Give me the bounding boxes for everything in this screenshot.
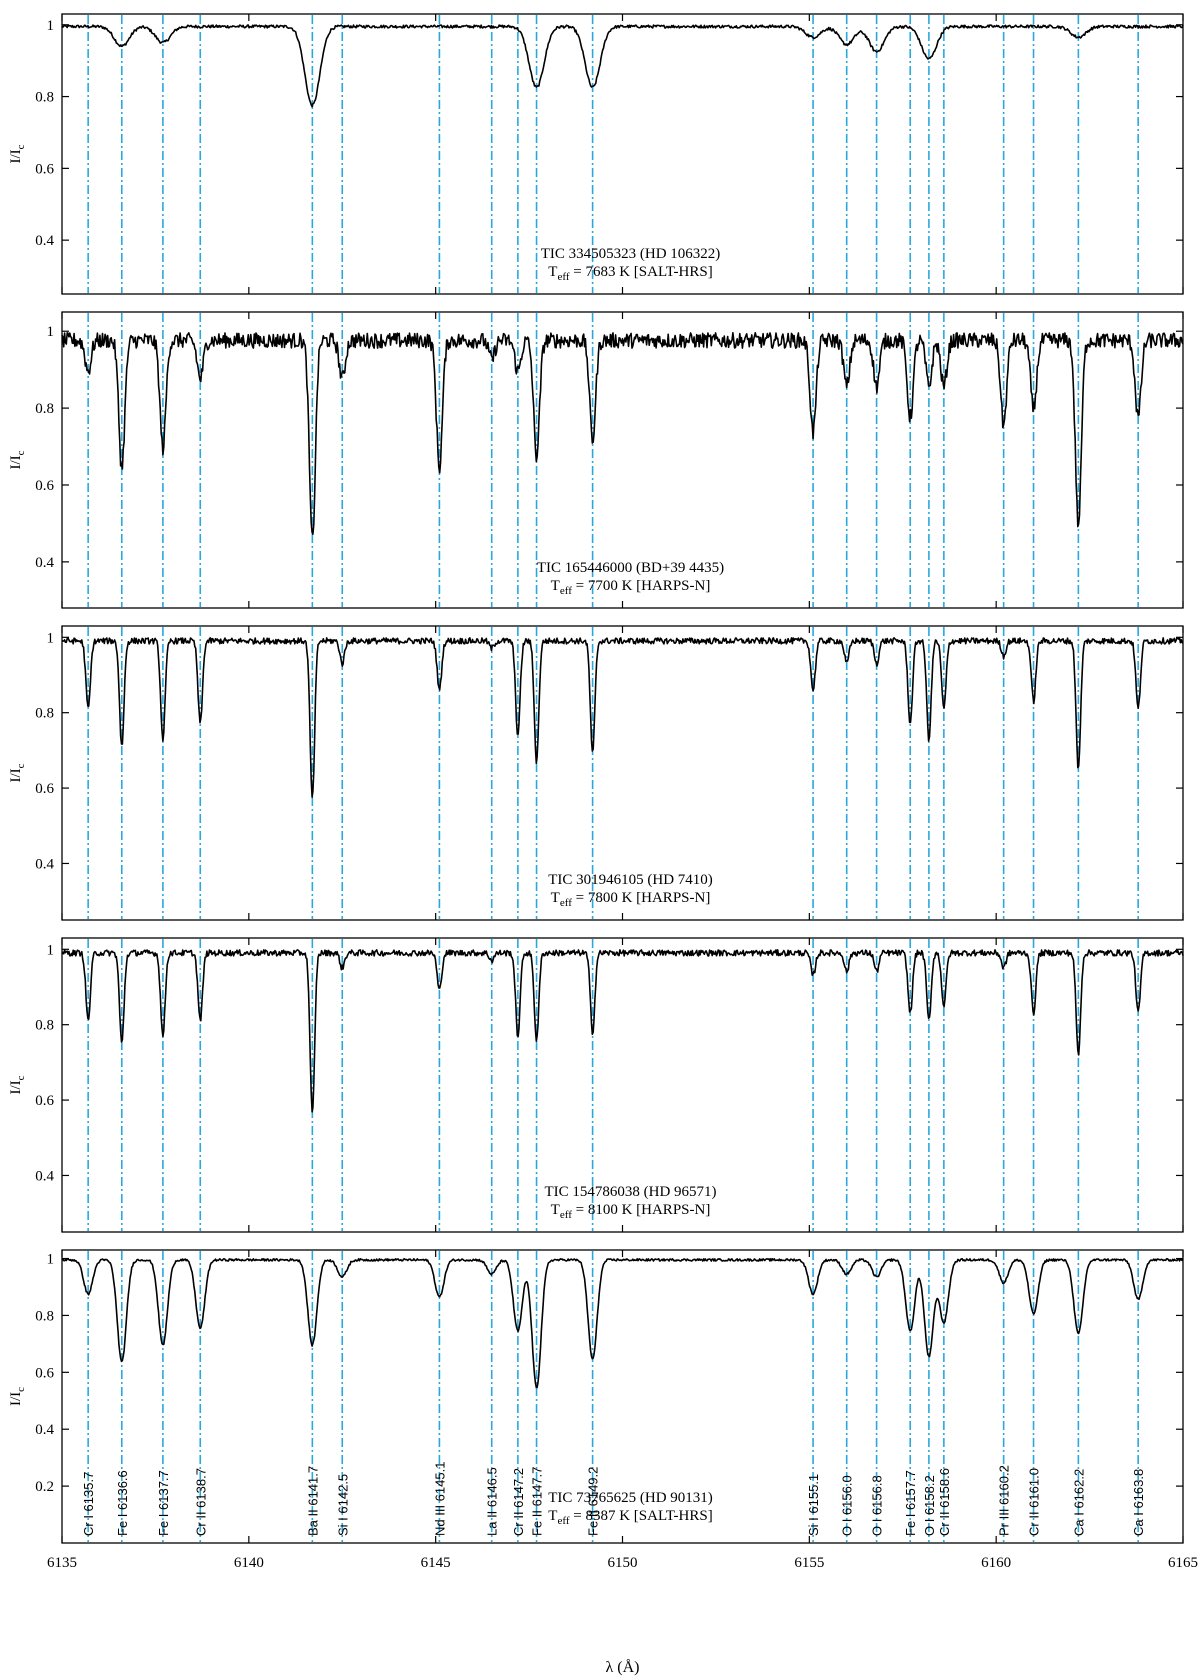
spectrum-line [61,24,1184,108]
line-label: Cr II 6147.2 [511,1468,526,1536]
y-tick-label: 0.6 [35,1365,54,1381]
spectrum-line [61,637,1184,798]
y-tick-label: 0.4 [35,555,54,571]
line-label: O I 6156.0 [840,1475,855,1536]
line-label: Cr II 6161.0 [1027,1468,1042,1536]
line-label: Fe I 6137.7 [156,1470,171,1536]
y-tick-label: 0.6 [35,1093,54,1109]
line-label: Ba II 6141.7 [305,1466,320,1536]
y-tick-label: 0.4 [35,233,54,249]
y-tick-label: 0.6 [35,781,54,797]
x-tick-label: 6160 [981,1555,1011,1571]
y-tick-label: 0.6 [35,161,54,177]
y-tick-label: 0.8 [35,90,54,106]
star-name: TIC 73765625 (HD 90131) [548,1490,713,1506]
panel-3: 0.4 0.6 0.8 1 I/Ic TIC 301946105 (HD 7410) Tef… [8,625,1184,921]
line-label: O I 6158.2 [922,1475,937,1536]
y-tick-label: 0.4 [35,1422,54,1438]
y-tick-label: 1 [47,18,55,34]
x-tick-label: 6145 [421,1555,451,1571]
x-tick-label: 6165 [1168,1555,1198,1571]
teff-label: Teff = 8100 K [HARPS-N] [551,1202,711,1221]
x-tick-label: 6135 [47,1555,77,1571]
y-axis-label: I/Ic [8,1075,27,1094]
line-label: Fe II 6149.2 [586,1467,601,1536]
x-tick-label: 6140 [234,1555,264,1571]
star-name: TIC 334505323 (HD 106322) [541,246,721,262]
line-label: Pr III 6160.2 [997,1465,1012,1536]
panel-2: 0.4 0.6 0.8 1 I/Ic TIC 165446000 (BD+39 4435)… [8,311,1184,609]
line-label: Cr II 6138.7 [193,1468,208,1536]
y-tick-label: 0.6 [35,478,54,494]
y-tick-label: 0.4 [35,856,54,872]
teff-label: Teff = 8387 K [SALT-HRS] [548,1508,712,1527]
line-label: Ca I 6162.2 [1071,1469,1086,1536]
line-label: Fe I 6157.7 [903,1470,918,1536]
teff-label: Teff = 7700 K [HARPS-N] [551,578,711,597]
line-label: Fe I 6136.6 [115,1470,130,1536]
y-tick-label: 1 [47,324,55,340]
y-tick-label: 0.8 [35,1018,54,1034]
spectrum-line [61,332,1184,535]
line-label: Fe II 6147.7 [530,1467,545,1536]
y-tick-label: 0.8 [35,401,54,417]
y-tick-label: 0.8 [35,706,54,722]
teff-label: Teff = 7800 K [HARPS-N] [551,890,711,909]
panel-5: 0.2 0.4 0.6 0.8 1 I/Ic TIC 73765625 (HD 90131)… [8,1249,1184,1544]
line-label: O I 6156.8 [870,1475,885,1536]
y-tick-label: 0.4 [35,1168,54,1184]
line-label: La II 6146.5 [485,1467,500,1536]
spectrum-line [61,1258,1184,1389]
y-tick-label: 1 [47,630,55,646]
x-axis-label: λ (Å) [606,1658,640,1676]
star-name: TIC 301946105 (HD 7410) [548,872,713,888]
spectrum-line [61,949,1184,1113]
x-tick-label: 6155 [794,1555,824,1571]
x-tick-label: 6150 [608,1555,638,1571]
star-name: TIC 165446000 (BD+39 4435) [537,560,724,576]
teff-label: Teff = 7683 K [SALT-HRS] [548,264,712,283]
y-axis-label: I/Ic [8,1387,27,1406]
line-label: Ca I 6163.8 [1131,1469,1146,1536]
panel-1: 0.4 0.6 0.8 1 I/Ic TIC 334505323 (HD 106322) T… [8,13,1184,295]
y-tick-label: 1 [47,942,55,958]
line-label: Si I 6142.5 [335,1474,350,1536]
y-tick-label: 0.2 [35,1479,54,1495]
panel-4: 0.4 0.6 0.8 1 I/Ic TIC 154786038 (HD 96571) Te… [8,937,1184,1233]
y-axis-label: I/Ic [8,763,27,782]
line-label: Si I 6155.1 [806,1474,821,1536]
y-tick-label: 1 [47,1252,55,1268]
y-tick-label: 0.8 [35,1308,54,1324]
line-label: Cr II 6158.6 [937,1468,952,1536]
line-label: Nd III 6145.1 [432,1462,447,1536]
y-axis-label: I/Ic [8,450,27,469]
y-axis-label: I/Ic [8,144,27,163]
line-label: Cr I 6135.7 [81,1472,96,1536]
star-name: TIC 154786038 (HD 96571) [544,1184,716,1200]
